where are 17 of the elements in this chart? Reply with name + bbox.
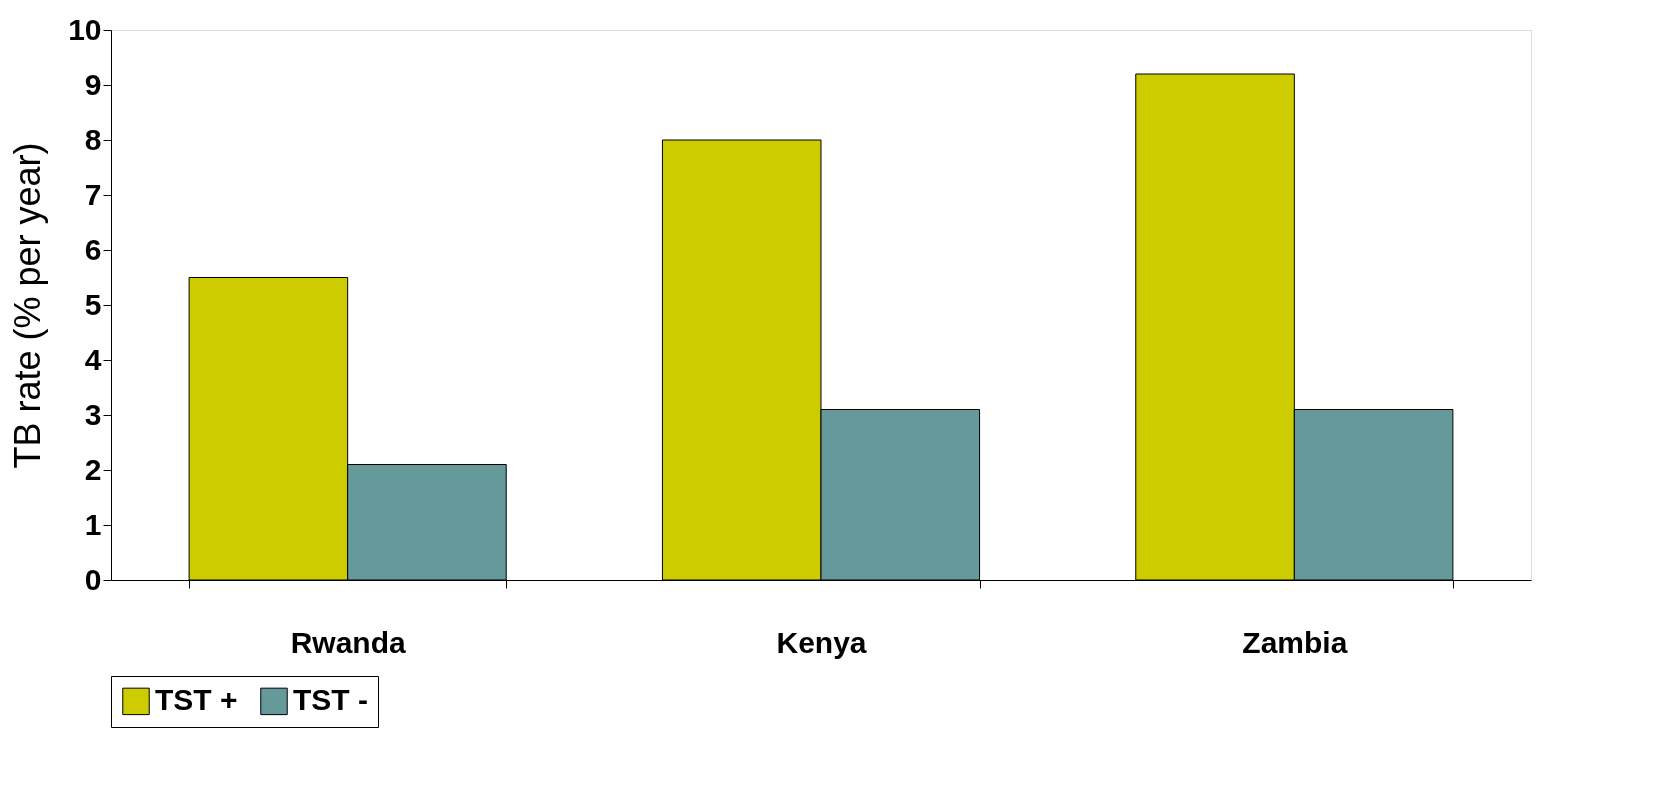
y-tick-label: 10 <box>68 12 102 46</box>
y-tick-label: 1 <box>84 507 102 541</box>
y-tick-label: 2 <box>84 452 102 486</box>
y-tick-label: 7 <box>84 177 102 211</box>
y-tick-label: 5 <box>84 287 102 321</box>
x-tick-label: Zambia <box>1242 625 1348 659</box>
y-tick-label: 0 <box>84 562 102 596</box>
legend-label: TST + <box>155 683 238 717</box>
legend-label: TST - <box>293 683 368 717</box>
y-tick-label: 3 <box>84 397 102 431</box>
y-tick-label: 6 <box>84 232 102 266</box>
x-tick-label: Kenya <box>776 625 867 659</box>
x-tick-label: Rwanda <box>290 625 406 659</box>
y-tick-label: 8 <box>84 122 102 156</box>
y-axis-title: TB rate (% per year) <box>7 142 49 469</box>
y-tick-label: 9 <box>84 67 102 101</box>
y-tick-label: 4 <box>84 342 102 376</box>
